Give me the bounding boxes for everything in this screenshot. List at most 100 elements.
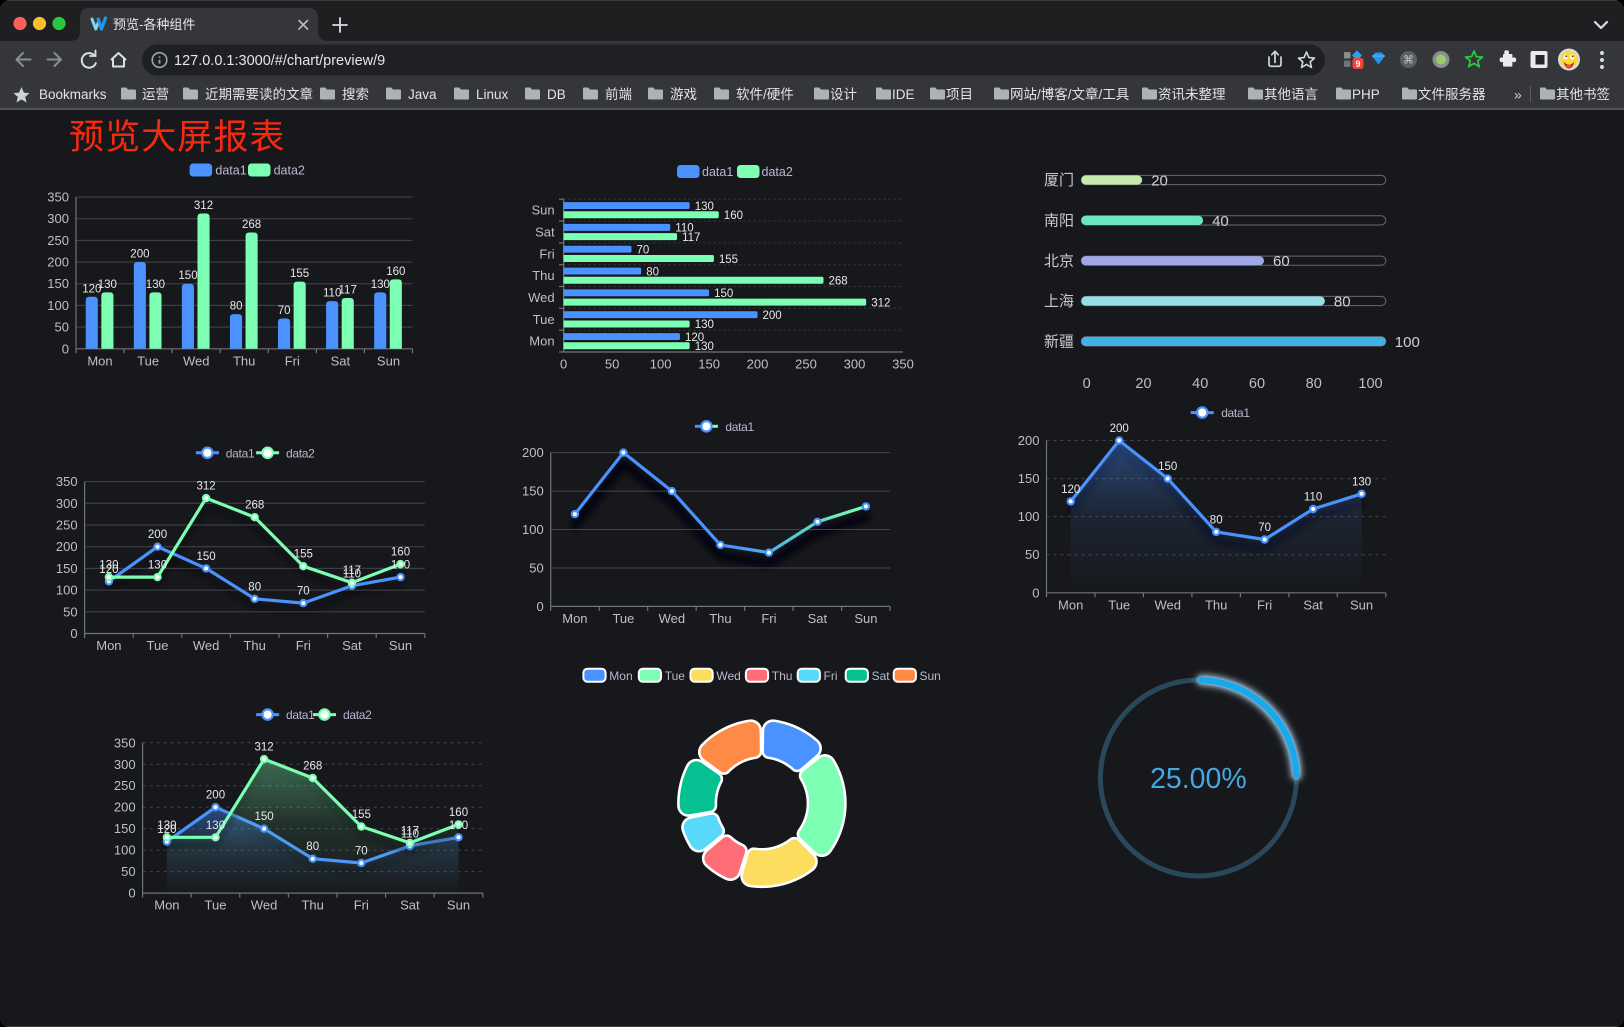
svg-text:70: 70 [278,305,291,317]
svg-text:60: 60 [1249,376,1265,392]
svg-text:0: 0 [1083,376,1091,392]
svg-text:20: 20 [1135,376,1151,392]
svg-text:200: 200 [763,310,782,322]
svg-text:Wed: Wed [1154,597,1181,612]
svg-text:70: 70 [637,245,650,257]
svg-text:110: 110 [323,288,341,300]
svg-text:Fri: Fri [761,611,776,626]
svg-text:20: 20 [1151,172,1168,189]
svg-text:80: 80 [248,581,261,593]
svg-text:0: 0 [128,886,135,901]
svg-text:80: 80 [306,841,319,853]
svg-text:130: 130 [206,820,225,832]
svg-text:300: 300 [844,357,866,372]
svg-text:Wed: Wed [659,611,686,626]
svg-text:data1: data1 [286,708,315,722]
svg-text:Sun: Sun [531,203,554,218]
svg-text:130: 130 [695,341,714,353]
svg-text:100: 100 [522,522,544,537]
svg-text:Sun: Sun [1350,597,1373,612]
svg-text:DB: DB [547,87,566,102]
svg-text:Tue: Tue [665,669,686,683]
svg-text:Sat: Sat [400,898,420,913]
svg-text:100: 100 [56,583,78,598]
svg-text:data1: data1 [725,420,754,434]
svg-text:Mon: Mon [87,353,112,368]
svg-text:Thu: Thu [301,898,323,913]
svg-text:130: 130 [98,279,117,291]
svg-text:PHP: PHP [1352,87,1380,102]
svg-text:110: 110 [675,223,693,235]
svg-text:Thu: Thu [243,638,265,653]
svg-text:Sat: Sat [808,611,828,626]
svg-text:Tue: Tue [137,353,159,368]
svg-text:⌘: ⌘ [1403,55,1414,67]
svg-text:120: 120 [157,824,176,836]
svg-text:data1: data1 [702,165,733,179]
svg-text:0: 0 [536,599,543,614]
svg-text:100: 100 [650,357,672,372]
svg-text:»: » [1514,87,1522,103]
svg-text:120: 120 [82,283,101,295]
svg-text:80: 80 [230,301,243,313]
svg-text:250: 250 [47,233,69,248]
svg-text:Linux: Linux [476,87,509,102]
svg-text:南阳: 南阳 [1044,213,1074,230]
svg-text:130: 130 [146,279,165,291]
svg-text:50: 50 [121,864,135,879]
svg-text:150: 150 [522,484,544,499]
svg-text:搜索: 搜索 [342,87,369,102]
svg-text:117: 117 [343,565,361,577]
svg-text:data1: data1 [1221,406,1250,420]
svg-text:80: 80 [646,266,659,278]
svg-text:文件服务器: 文件服务器 [1418,87,1486,102]
svg-text:Fri: Fri [296,638,311,653]
svg-text:Java: Java [408,87,437,102]
svg-text:100: 100 [1395,334,1420,351]
svg-text:200: 200 [522,445,544,460]
svg-text:Tue: Tue [147,638,169,653]
svg-text:130: 130 [371,279,390,291]
svg-text:Mon: Mon [529,334,554,349]
svg-text:130: 130 [695,201,714,213]
svg-text:250: 250 [114,778,136,793]
svg-text:Sun: Sun [920,669,941,683]
svg-text:312: 312 [197,481,216,493]
svg-text:Fri: Fri [285,353,300,368]
svg-text:40: 40 [1212,213,1229,230]
svg-text:Wed: Wed [528,290,555,305]
svg-text:data2: data2 [762,165,793,179]
svg-text:0: 0 [62,341,69,356]
svg-text:运营: 运营 [142,87,169,102]
svg-text:150: 150 [698,357,720,372]
svg-text:160: 160 [449,807,468,819]
svg-text:155: 155 [290,268,309,280]
svg-text:Sat: Sat [342,638,362,653]
svg-text:200: 200 [56,539,78,554]
svg-text:350: 350 [47,190,69,205]
svg-text:Thu: Thu [1205,597,1227,612]
svg-text:Tue: Tue [612,611,634,626]
svg-text:Wed: Wed [183,353,210,368]
svg-text:Thu: Thu [532,268,554,283]
svg-text:上海: 上海 [1044,293,1074,310]
svg-text:Fri: Fri [539,246,554,261]
svg-text:Tue: Tue [533,312,555,327]
svg-text:200: 200 [206,790,225,802]
svg-text:300: 300 [56,496,78,511]
svg-text:70: 70 [297,586,310,598]
svg-text:50: 50 [1025,547,1039,562]
svg-text:Sat: Sat [1303,597,1323,612]
svg-text:100: 100 [1018,509,1040,524]
svg-text:80: 80 [1210,514,1223,526]
svg-text:120: 120 [1061,484,1080,496]
svg-text:50: 50 [63,604,77,619]
svg-text:150: 150 [56,561,78,576]
svg-text:Sun: Sun [854,611,877,626]
svg-text:120: 120 [99,564,118,576]
svg-text:110: 110 [343,568,361,580]
svg-text:25.00%: 25.00% [1150,763,1247,795]
svg-text:Wed: Wed [193,638,220,653]
svg-text:150: 150 [47,276,69,291]
svg-text:0: 0 [560,357,567,372]
